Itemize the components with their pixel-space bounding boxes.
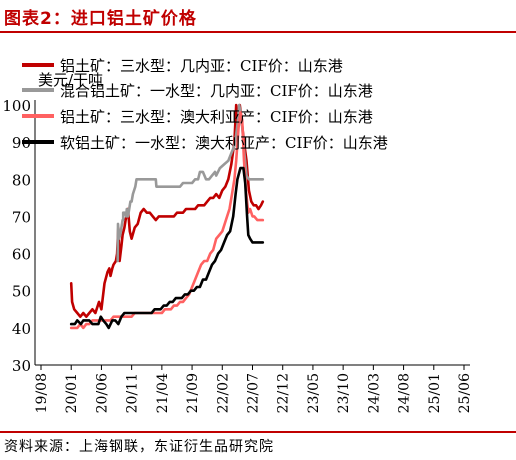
- x-tick-label: 20/11: [125, 373, 141, 413]
- y-tick-label: 100: [2, 97, 31, 115]
- y-tick-label: 30: [12, 357, 31, 375]
- series-line-3: [69, 111, 265, 330]
- x-tick-label: 21/09: [185, 373, 201, 413]
- legend-label-1: 铝土矿：三水型：几内亚：CIF价：山东港: [60, 57, 343, 75]
- x-tick-label: 19/08: [34, 373, 50, 413]
- series-line-4: [69, 166, 265, 330]
- x-tick-label: 22/07: [246, 373, 262, 413]
- source-rule: [0, 431, 516, 433]
- y-tick-label: 60: [12, 246, 31, 264]
- x-tick-label: 22/02: [215, 373, 231, 413]
- y-tick-label: 80: [12, 171, 31, 189]
- y-tick-label: 50: [12, 283, 31, 301]
- x-tick-label: 24/08: [397, 373, 413, 413]
- legend-label-3: 铝土矿：三水型：澳大利亚产：CIF价：山东港: [60, 108, 373, 126]
- x-tick-label: 20/01: [64, 373, 80, 413]
- title-rule: [0, 31, 516, 33]
- x-tick-label: 25/01: [427, 373, 443, 413]
- y-axis-label: 美元/干吨: [38, 71, 103, 89]
- legend-label-2: 混合铝土矿：一水型：几内亚：CIF价：山东港: [60, 82, 373, 100]
- series-line-2: [116, 103, 265, 263]
- y-tick-label: 40: [12, 320, 31, 338]
- chart-axes: 30 40 50 60 70 80 90 100 19/08 20/01 20/06 20/11 21/…: [2, 97, 473, 413]
- legend-label-4: 软铝土矿：一水型：澳大利亚产：CIF价：山东港: [60, 134, 388, 152]
- y-tick-label: 70: [12, 208, 31, 226]
- figure-title: 图表2：进口铝土矿价格: [4, 9, 197, 29]
- chart-legend: 铝土矿：三水型：几内亚：CIF价：山东港混合铝土矿：一水型：几内亚：CIF价：山…: [22, 57, 388, 152]
- series-line-1: [69, 103, 265, 319]
- x-tick-label: 23/10: [336, 373, 352, 413]
- x-tick-label: 24/03: [366, 373, 382, 413]
- y-tick-label: 90: [12, 134, 31, 152]
- price-line-chart: 30 40 50 60 70 80 90 100 19/08 20/01 20/06 20/11 21/…: [2, 57, 473, 413]
- source-note: 资料来源：上海钢联，东证衍生品研究院: [4, 439, 274, 455]
- x-tick-label: 23/05: [306, 373, 322, 413]
- x-tick-label: 22/12: [276, 373, 292, 413]
- x-tick-label: 25/06: [457, 373, 473, 413]
- chart-series: [69, 103, 265, 330]
- x-tick-label: 21/04: [155, 373, 171, 413]
- x-tick-label: 20/06: [94, 373, 110, 413]
